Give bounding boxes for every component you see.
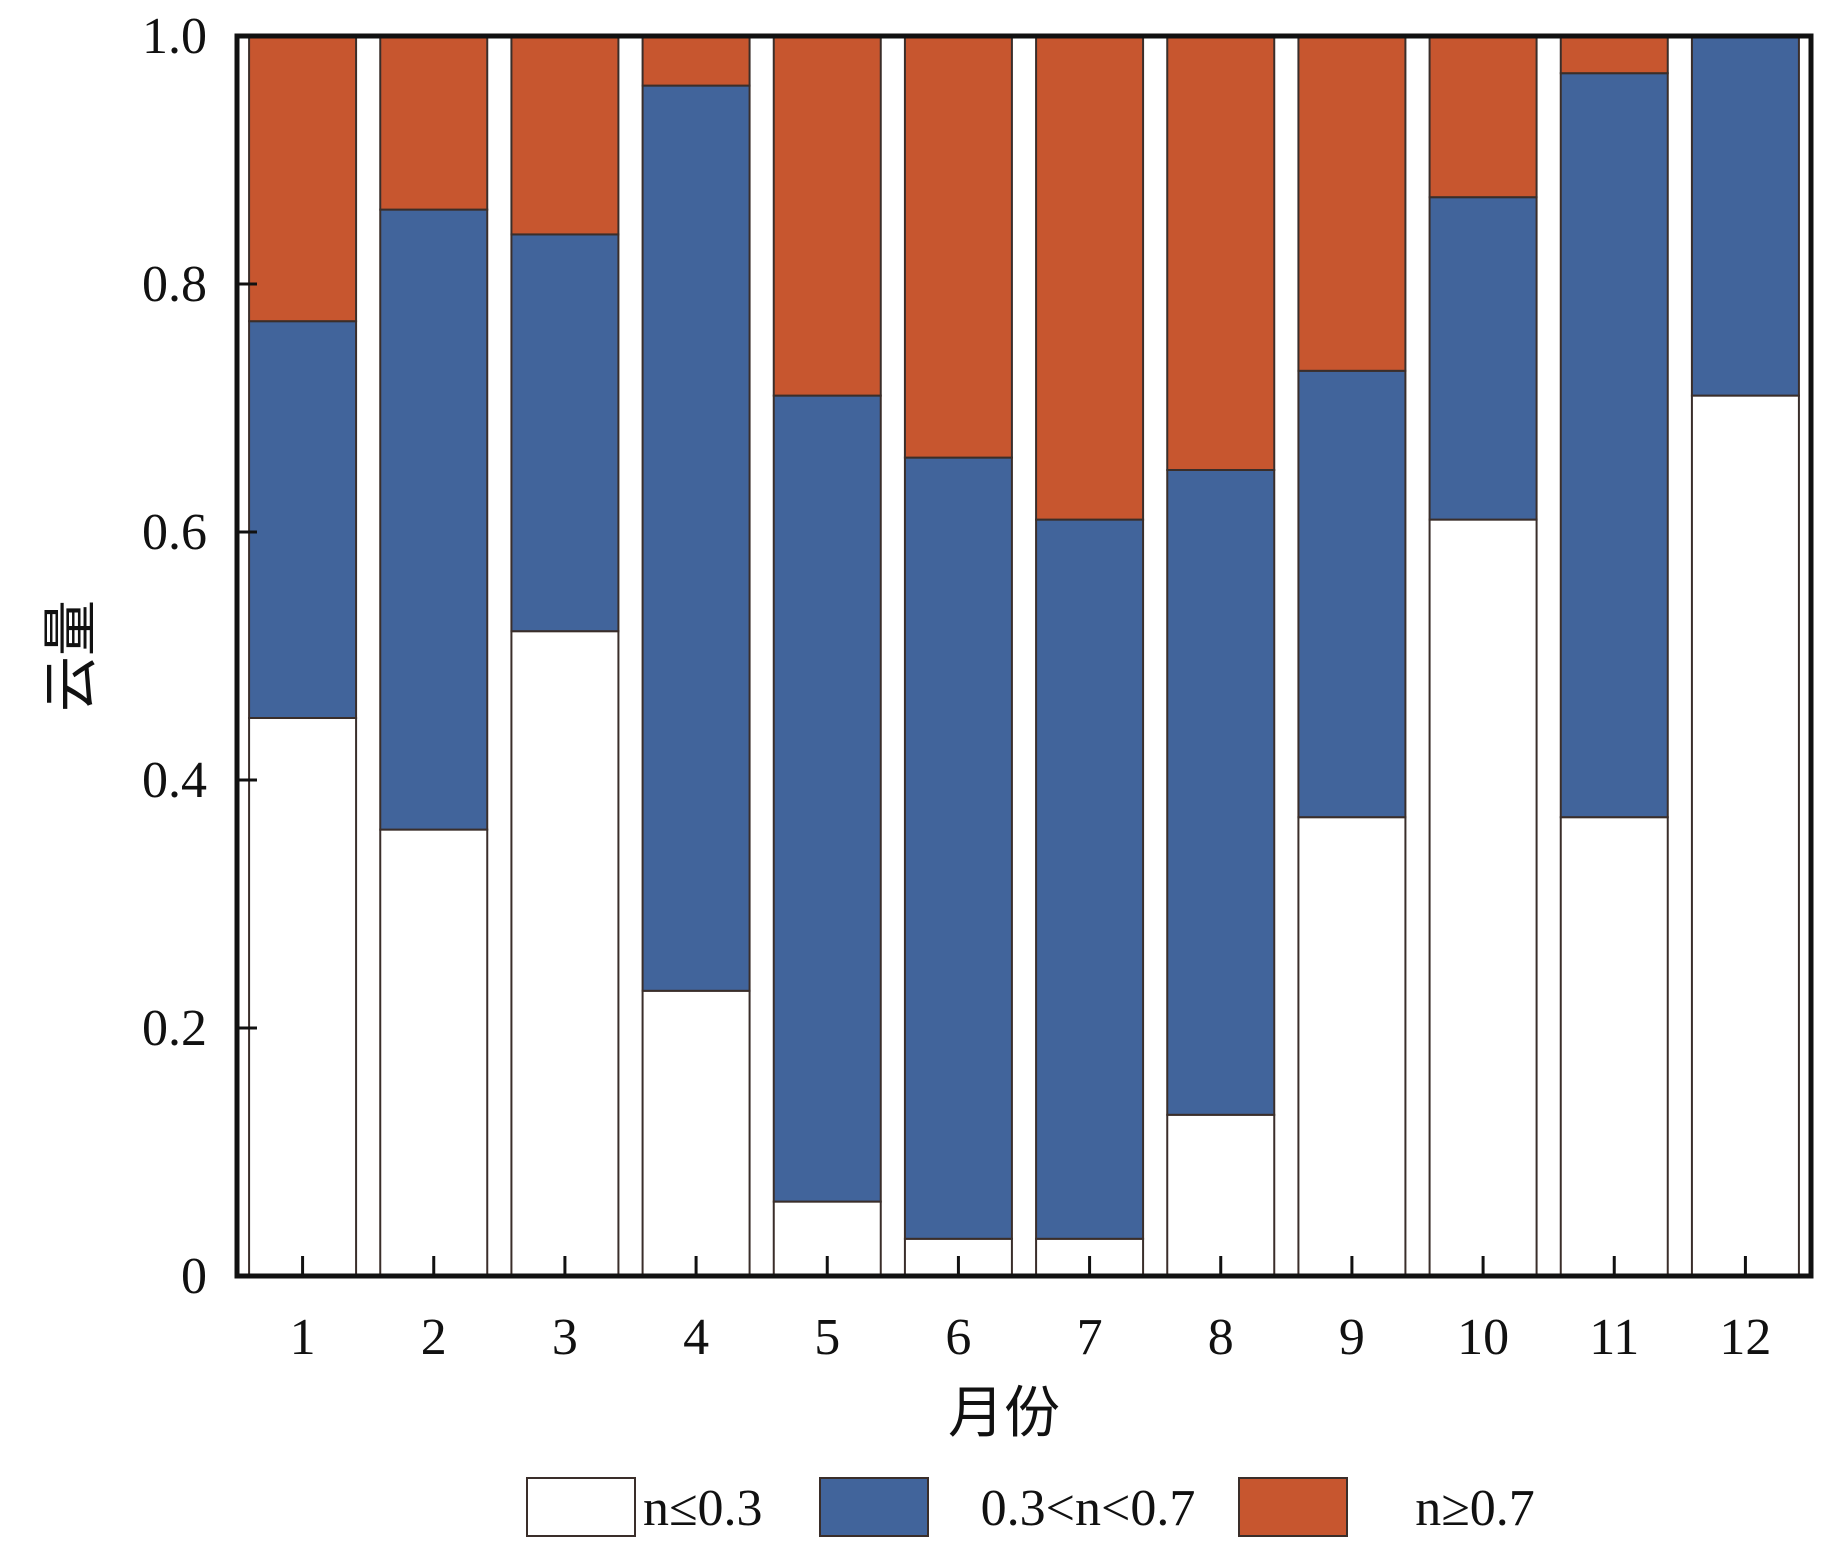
x-tick-label-3: 3 — [552, 1309, 578, 1366]
bar-segment-7-s2 — [1035, 518, 1145, 1240]
bar-segment-1-s3 — [248, 35, 358, 323]
x-tick-label-4: 4 — [683, 1309, 709, 1366]
bar-segment-6-s3 — [903, 35, 1013, 459]
x-tick-label-11: 11 — [1589, 1309, 1639, 1366]
bar-segment-8-s3 — [1166, 35, 1276, 471]
bar-segment-3-s3 — [510, 35, 620, 236]
legend-label-2: 0.3<n<0.7 — [981, 1480, 1196, 1537]
plot-frame — [234, 33, 1814, 1279]
y-tick-label-5: 1.0 — [142, 8, 207, 65]
y-tick-label-0: 0 — [181, 1248, 207, 1305]
bar-segment-3-s1 — [510, 630, 620, 1277]
bar-segment-5-s3 — [772, 35, 882, 397]
x-tick-label-8: 8 — [1208, 1309, 1234, 1366]
bar-segment-9-s1 — [1297, 816, 1407, 1277]
x-tick-label-2: 2 — [421, 1309, 447, 1366]
bar-segment-5-s2 — [772, 394, 882, 1203]
bar-segment-10-s1 — [1428, 518, 1538, 1277]
bar-segment-2-s1 — [379, 828, 489, 1277]
bar-segment-11-s3 — [1559, 35, 1669, 75]
bar-segment-4-s1 — [641, 989, 751, 1277]
y-tick-label-4: 0.8 — [142, 256, 207, 313]
bar-segment-4-s2 — [641, 84, 751, 992]
x-tick-label-7: 7 — [1077, 1309, 1103, 1366]
bar-segment-7-s3 — [1035, 35, 1145, 521]
bar-segment-12-s1 — [1690, 394, 1800, 1278]
bar-segment-9-s3 — [1297, 35, 1407, 372]
bar-segment-10-s3 — [1428, 35, 1538, 199]
bar-segment-11-s1 — [1559, 816, 1669, 1277]
y-tick-label-1: 0.2 — [142, 1000, 207, 1057]
bar-segment-8-s1 — [1166, 1113, 1276, 1278]
x-tick-label-6: 6 — [945, 1309, 971, 1366]
legend-swatch-3 — [1238, 1477, 1348, 1537]
legend: n≤0.3 0.3<n<0.7 n≥0.7 — [526, 1477, 1535, 1537]
y-axis-title: 云量 — [41, 600, 103, 712]
bars-layer — [248, 35, 1800, 1278]
bar-segment-1-s2 — [248, 320, 358, 719]
bar-segment-3-s2 — [510, 233, 620, 633]
x-tick-label-9: 9 — [1339, 1309, 1365, 1366]
x-tick-label-1: 1 — [290, 1309, 316, 1366]
bar-segment-12-s2 — [1690, 35, 1800, 397]
x-tick-label-10: 10 — [1457, 1309, 1509, 1366]
y-tick-label-2: 0.4 — [142, 752, 207, 809]
legend-label-3: n≥0.7 — [1415, 1480, 1535, 1537]
bar-segment-11-s2 — [1559, 72, 1669, 819]
y-tick-label-3: 0.6 — [142, 504, 207, 561]
legend-swatch-2 — [819, 1477, 929, 1537]
bar-segment-1-s1 — [248, 717, 358, 1277]
x-tick-label-12: 12 — [1719, 1309, 1771, 1366]
bar-segment-6-s2 — [903, 456, 1013, 1240]
x-axis-title: 月份 — [948, 1383, 1060, 1445]
bar-segment-2-s2 — [379, 208, 489, 831]
bar-segment-10-s2 — [1428, 196, 1538, 521]
x-tick-label-5: 5 — [814, 1309, 840, 1366]
bar-segment-4-s3 — [641, 35, 751, 87]
legend-swatch-1 — [526, 1477, 636, 1537]
legend-label-1: n≤0.3 — [643, 1480, 763, 1537]
bar-segment-2-s3 — [379, 35, 489, 211]
bar-segment-8-s2 — [1166, 469, 1276, 1116]
bar-segment-9-s2 — [1297, 369, 1407, 819]
